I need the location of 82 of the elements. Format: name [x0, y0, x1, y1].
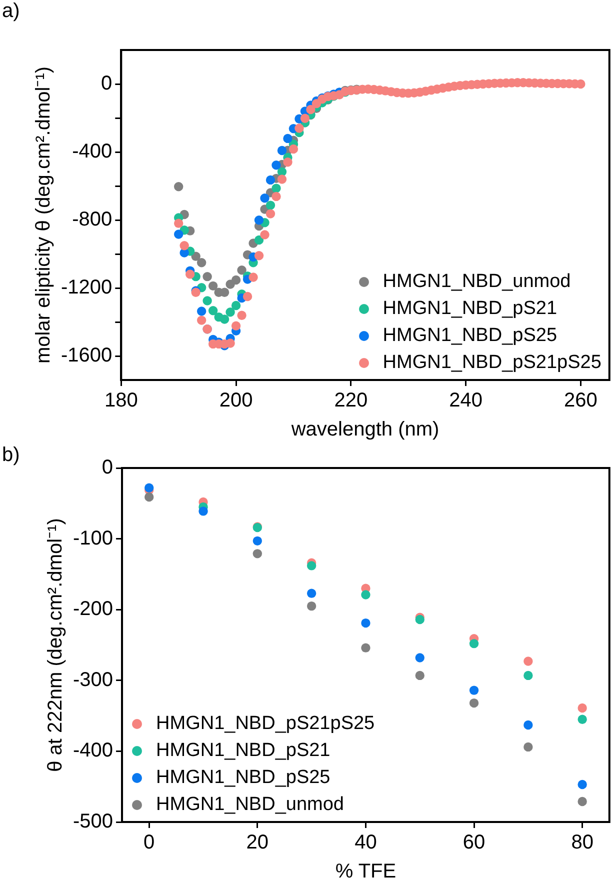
y-tick-label: -500 [73, 810, 114, 833]
legend-label: HMGN1_NBD_pS21 [382, 297, 558, 321]
y-tick-label: -400 [73, 740, 114, 762]
point [469, 638, 479, 648]
legend-label: HMGN1_NBD_unmod [156, 793, 344, 817]
point [306, 601, 316, 611]
x-tick-label: 0 [144, 832, 155, 854]
x-axis-title: % TFE [335, 860, 396, 883]
point [144, 492, 154, 502]
point [208, 281, 218, 291]
point [196, 306, 206, 316]
point [415, 653, 424, 662]
y-axis-title: θ at 222nm (deg.cm².dmol⁻¹) [44, 518, 67, 772]
point [524, 670, 533, 680]
x-tick-label: 40 [354, 832, 377, 854]
point [272, 184, 281, 193]
x-tick-label: 200 [219, 390, 253, 412]
point [361, 590, 370, 600]
point [231, 300, 241, 310]
text: b) [2, 444, 20, 467]
point [524, 720, 533, 730]
legend-label: HMGN1_NBD_pS21pS25 [156, 712, 375, 736]
point [469, 698, 479, 708]
point [252, 549, 262, 558]
point [231, 275, 241, 285]
y-tick-label: -1200 [60, 276, 112, 299]
point [415, 614, 424, 624]
legend-label: HMGN1_NBD_pS21 [156, 739, 330, 763]
y-tick-label: -100 [73, 527, 114, 550]
point [196, 258, 206, 268]
point [237, 266, 246, 275]
point [208, 306, 218, 316]
legend-label: HMGN1_NBD_unmod [382, 270, 571, 294]
x-tick-label: 240 [449, 390, 482, 412]
point [524, 656, 533, 666]
point [361, 643, 370, 652]
point [144, 483, 154, 492]
x-tick-label: 180 [104, 390, 138, 412]
x-tick-label: 220 [334, 390, 368, 412]
point [524, 742, 533, 752]
y-axis-title: molar elipticity θ (deg.cm².dmol⁻¹) [32, 66, 55, 364]
point [578, 796, 587, 806]
y-tick-label: -200 [73, 598, 114, 620]
point [469, 686, 479, 695]
x-tick-label: 260 [564, 390, 598, 412]
point [578, 703, 587, 713]
point [174, 230, 184, 239]
x-tick-label: 60 [462, 832, 486, 854]
x-tick-label: 80 [571, 832, 594, 854]
x-axis-title: wavelength (nm) [290, 418, 440, 441]
point [266, 175, 276, 185]
legend-label: HMGN1_NBD_pS25 [382, 324, 558, 348]
point [202, 296, 212, 306]
point [306, 561, 316, 570]
point [578, 780, 587, 790]
point [198, 506, 208, 516]
point [272, 160, 281, 170]
point [415, 670, 424, 680]
point [202, 272, 212, 282]
point [254, 235, 264, 245]
point [266, 200, 276, 210]
point [220, 314, 230, 324]
y-tick-label: -1600 [60, 344, 112, 367]
point [283, 134, 292, 144]
y-tick-label: 0 [101, 72, 112, 95]
text: a) [2, 0, 20, 23]
point [174, 182, 184, 192]
point [277, 146, 287, 156]
legend-label: HMGN1_NBD_pS25 [156, 766, 330, 790]
x-tick-label: 20 [246, 832, 269, 854]
legend-label: HMGN1_NBD_pS21pS25 [382, 351, 602, 375]
point [578, 714, 587, 724]
y-tick-label: 0 [102, 456, 114, 479]
point [260, 194, 270, 203]
point [252, 536, 262, 546]
y-tick-label: -400 [72, 140, 112, 163]
y-tick-label: -300 [73, 668, 114, 691]
point [226, 308, 235, 317]
point [306, 588, 316, 598]
point [254, 216, 264, 225]
y-tick-label: -800 [72, 208, 112, 231]
point [361, 618, 370, 628]
